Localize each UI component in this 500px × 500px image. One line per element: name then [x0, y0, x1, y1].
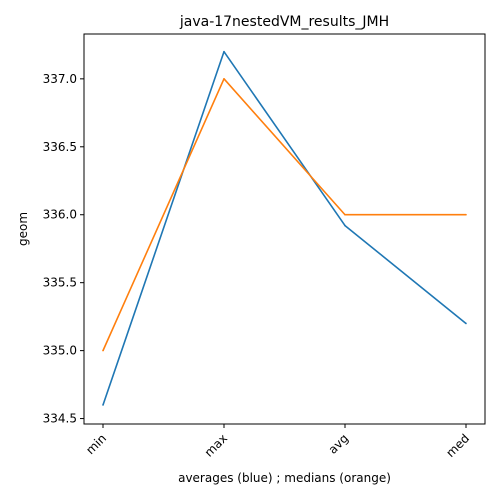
- series-1-point-med: [465, 213, 467, 216]
- series-0-point-med: [465, 322, 467, 325]
- y-tick-label: 336.5: [43, 140, 77, 154]
- series-0-point-avg: [344, 224, 346, 227]
- y-tick-label: 335.5: [43, 276, 77, 290]
- series-0-point-min: [102, 404, 104, 406]
- series-0-point-max: [223, 50, 225, 53]
- y-tick-label: 337.0: [43, 72, 77, 86]
- y-tick-label: 334.5: [43, 412, 77, 426]
- series-1-point-max: [223, 78, 225, 80]
- series-line-0: [102, 50, 467, 406]
- x-axis-label: averages (blue) ; medians (orange): [178, 471, 391, 485]
- plot-frame: [83, 33, 486, 425]
- y-tick-label: 335.0: [43, 344, 77, 358]
- series-1-point-min: [102, 349, 104, 352]
- series-line-1: [102, 78, 466, 351]
- y-tick-label: 336.0: [43, 208, 77, 222]
- series-1-point-avg: [344, 213, 346, 216]
- series-layer: [102, 50, 467, 406]
- chart-title: java-17nestedVM_results_JMH: [179, 14, 389, 30]
- y-axis: 334.5 335.0 335.5 336.0 336.5 337.0: [43, 72, 84, 426]
- y-axis-label: geom: [16, 212, 30, 246]
